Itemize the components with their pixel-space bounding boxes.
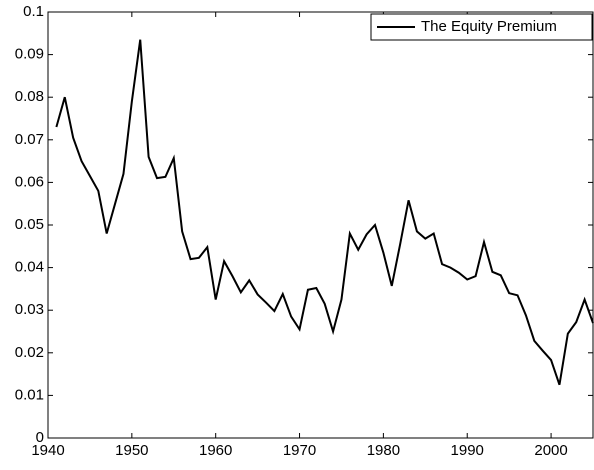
x-tick-label: 1990	[451, 442, 484, 459]
legend-label: The Equity Premium	[421, 18, 557, 35]
y-tick-label: 0.07	[15, 131, 44, 148]
y-tick-label: 0.09	[15, 46, 44, 63]
y-tick-label: 0.02	[15, 344, 44, 361]
x-tick-label: 1950	[115, 442, 148, 459]
y-tick-label: 0.03	[15, 301, 44, 318]
y-tick-label: 0.04	[15, 259, 44, 276]
x-tick-label: 2000	[534, 442, 567, 459]
y-tick-label: 0.05	[15, 216, 44, 233]
y-tick-label: 0.1	[23, 3, 44, 20]
y-tick-label: 0.08	[15, 88, 44, 105]
x-tick-label: 1980	[367, 442, 400, 459]
plot-frame	[47, 11, 594, 439]
x-tick-label: 1970	[283, 442, 316, 459]
y-tick-label: 0.01	[15, 386, 44, 403]
data-line	[55, 39, 594, 386]
y-tick-label: 0	[36, 429, 44, 446]
x-tick-label: 1940	[31, 442, 64, 459]
x-tick-label: 1960	[199, 442, 232, 459]
y-tick-label: 0.06	[15, 173, 44, 190]
